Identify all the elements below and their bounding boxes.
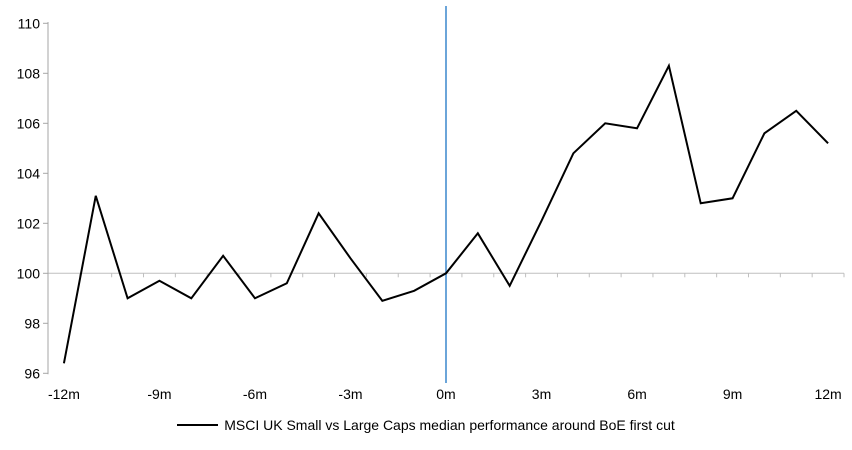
y-axis: 96 98 100 102 104 106 108 110 (17, 15, 49, 381)
x-axis-label: -12m (48, 386, 80, 402)
y-axis-label: 106 (17, 115, 41, 131)
x-axis-label: 3m (532, 386, 551, 402)
x-axis-label: 12m (814, 386, 841, 402)
x-axis-label: -3m (338, 386, 362, 402)
x-axis-label: -6m (243, 386, 267, 402)
y-axis-label: 102 (17, 215, 41, 231)
series-line (62, 62, 829, 364)
y-axis-label: 110 (18, 15, 41, 31)
x-axis-labels: -12m -9m -6m -3m 0m 3m 6m 9m 12m (48, 386, 842, 402)
y-axis-label: 96 (24, 365, 40, 381)
y-axis-label: 100 (17, 265, 41, 281)
x-axis-label: 0m (436, 386, 455, 402)
x-axis-label: -9m (147, 386, 171, 402)
legend: MSCI UK Small vs Large Caps median perfo… (0, 417, 852, 433)
legend-label: MSCI UK Small vs Large Caps median perfo… (224, 417, 675, 433)
legend-line-swatch (177, 424, 219, 426)
x-axis-label: 9m (723, 386, 742, 402)
y-axis-label: 98 (24, 315, 40, 331)
x-axis-label: 6m (627, 386, 646, 402)
y-axis-label: 104 (17, 165, 41, 181)
y-axis-label: 108 (17, 65, 41, 81)
